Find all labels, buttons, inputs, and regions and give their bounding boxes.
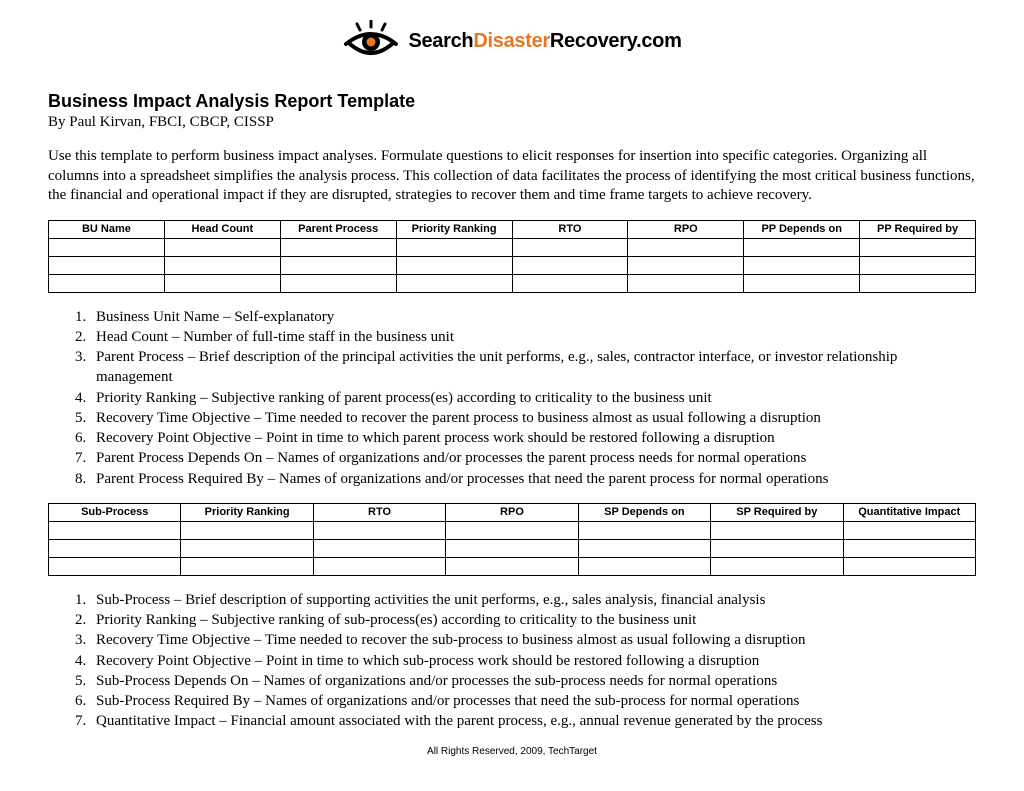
table-cell	[860, 256, 976, 274]
column-header: SP Required by	[711, 503, 843, 521]
footer-copyright: All Rights Reserved, 2009, TechTarget	[48, 746, 976, 757]
table-cell	[578, 521, 710, 539]
column-header: RTO	[313, 503, 445, 521]
table-cell	[628, 238, 744, 256]
table-cell	[396, 238, 512, 256]
column-header: Head Count	[164, 220, 280, 238]
table-cell	[744, 274, 860, 292]
table-row	[49, 539, 976, 557]
column-header: RPO	[446, 503, 578, 521]
column-header: PP Depends on	[744, 220, 860, 238]
table-cell	[280, 256, 396, 274]
table-cell	[181, 521, 313, 539]
column-header: Sub-Process	[49, 503, 181, 521]
definition-item: Recovery Point Objective – Point in time…	[90, 428, 976, 448]
table-cell	[860, 274, 976, 292]
column-header: SP Depends on	[578, 503, 710, 521]
definition-item: Business Unit Name – Self-explanatory	[90, 307, 976, 327]
column-header: Priority Ranking	[396, 220, 512, 238]
table-row	[49, 557, 976, 575]
table-cell	[164, 238, 280, 256]
table-cell	[446, 521, 578, 539]
definition-item: Recovery Time Objective – Time needed to…	[90, 630, 976, 650]
table-cell	[512, 238, 628, 256]
table-cell	[280, 238, 396, 256]
column-header: RPO	[628, 220, 744, 238]
table-row	[49, 521, 976, 539]
byline: By Paul Kirvan, FBCI, CBCP, CISSP	[48, 114, 976, 131]
definition-item: Parent Process – Brief description of th…	[90, 347, 976, 388]
table-cell	[446, 557, 578, 575]
column-header: Quantitative Impact	[843, 503, 975, 521]
table-cell	[49, 256, 165, 274]
table-cell	[313, 521, 445, 539]
table-cell	[313, 557, 445, 575]
logo-text: SearchDisasterRecovery.com	[408, 30, 681, 53]
definition-item: Parent Process Required By – Names of or…	[90, 469, 976, 489]
table-cell	[512, 274, 628, 292]
table-cell	[711, 539, 843, 557]
logo-container: SearchDisasterRecovery.com	[48, 20, 976, 67]
definition-item: Priority Ranking – Subjective ranking of…	[90, 388, 976, 408]
definition-item: Sub-Process Depends On – Names of organi…	[90, 671, 976, 691]
definition-item: Parent Process Depends On – Names of org…	[90, 448, 976, 468]
table-row	[49, 238, 976, 256]
table-cell	[628, 274, 744, 292]
table-cell	[396, 256, 512, 274]
table-cell	[396, 274, 512, 292]
definition-item: Priority Ranking – Subjective ranking of…	[90, 610, 976, 630]
definition-item: Quantitative Impact – Financial amount a…	[90, 711, 976, 731]
table-cell	[49, 238, 165, 256]
table-cell	[49, 274, 165, 292]
logo: SearchDisasterRecovery.com	[342, 20, 681, 62]
column-header: BU Name	[49, 220, 165, 238]
table-cell	[744, 238, 860, 256]
table-cell	[578, 557, 710, 575]
definition-item: Head Count – Number of full-time staff i…	[90, 327, 976, 347]
table-cell	[280, 274, 396, 292]
definition-item: Recovery Point Objective – Point in time…	[90, 651, 976, 671]
table-cell	[860, 238, 976, 256]
table-cell	[164, 274, 280, 292]
table-cell	[181, 539, 313, 557]
table-cell	[628, 256, 744, 274]
logo-seg-disaster: Disaster	[473, 30, 550, 52]
table-cell	[578, 539, 710, 557]
definition-item: Sub-Process Required By – Names of organ…	[90, 691, 976, 711]
table-cell	[164, 256, 280, 274]
column-header: Priority Ranking	[181, 503, 313, 521]
table-cell	[49, 539, 181, 557]
table-cell	[843, 557, 975, 575]
table-row	[49, 274, 976, 292]
table-row	[49, 256, 976, 274]
table-cell	[49, 557, 181, 575]
column-header: Parent Process	[280, 220, 396, 238]
table-cell	[843, 539, 975, 557]
intro-paragraph: Use this template to perform business im…	[48, 147, 976, 206]
definition-item: Sub-Process – Brief description of suppo…	[90, 590, 976, 610]
table-cell	[49, 521, 181, 539]
sub-process-definitions: Sub-Process – Brief description of suppo…	[48, 590, 976, 732]
table-cell	[711, 521, 843, 539]
parent-process-table: BU NameHead CountParent ProcessPriority …	[48, 220, 976, 293]
column-header: PP Required by	[860, 220, 976, 238]
table-cell	[313, 539, 445, 557]
sub-process-table: Sub-ProcessPriority RankingRTORPOSP Depe…	[48, 503, 976, 576]
table-cell	[744, 256, 860, 274]
parent-process-definitions: Business Unit Name – Self-explanatoryHea…	[48, 307, 976, 489]
definition-item: Recovery Time Objective – Time needed to…	[90, 408, 976, 428]
table-cell	[711, 557, 843, 575]
table-cell	[446, 539, 578, 557]
logo-seg-search: Search	[408, 30, 473, 52]
table-cell	[181, 557, 313, 575]
logo-seg-recovery: Recovery.com	[550, 30, 682, 52]
table-cell	[512, 256, 628, 274]
eye-icon	[342, 20, 400, 62]
table-cell	[843, 521, 975, 539]
page-title: Business Impact Analysis Report Template	[48, 91, 976, 112]
column-header: RTO	[512, 220, 628, 238]
